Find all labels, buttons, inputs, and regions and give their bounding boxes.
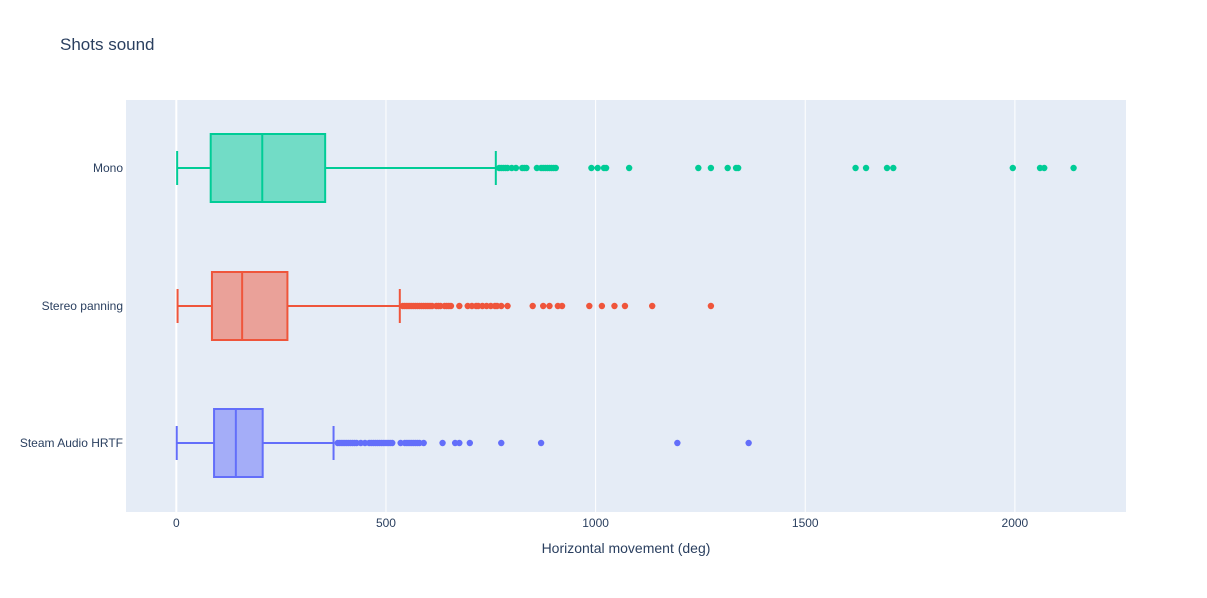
outlier-point [707,302,715,310]
x-tick-label: 1500 [792,516,819,530]
outlier-point [602,164,610,172]
outlier-point [498,302,505,310]
outlier-point [745,439,752,447]
x-tick-label: 1000 [582,516,609,530]
outlier-point [420,439,427,447]
outlier-point [611,302,618,310]
outlier-point [862,164,870,172]
outlier-point [852,164,859,172]
outlier-point [537,439,545,447]
box-series-group [175,133,1077,478]
outlier-point [539,302,547,310]
outlier-point [586,302,593,310]
outlier-point [466,439,474,447]
y-category-labels: Mono Stereo panning Steam Audio HRTF [20,161,123,450]
box-series [176,133,1077,203]
outlier-point [498,439,505,447]
outlier-point [1009,164,1016,172]
outlier-point [504,302,511,310]
outlier-point [523,164,530,172]
x-tick-label: 0 [173,516,180,530]
outlier-point [649,302,656,310]
box-series [176,271,715,341]
outlier-point [625,164,633,172]
x-axis-title: Horizontal movement (deg) [542,540,711,556]
outlier-point [890,164,897,172]
y-category-label: Mono [93,161,123,175]
outlier-point [695,164,702,172]
iqr-box [210,271,289,341]
outlier-point [439,439,446,447]
outlier-point [552,164,559,172]
x-tick-labels: 0 500 1000 1500 2000 [173,516,1029,530]
outlier-point [594,164,601,172]
outlier-point [883,164,891,172]
outlier-point [734,164,742,172]
outlier-point [558,302,566,310]
iqr-box [213,408,264,478]
outlier-point [1070,164,1077,172]
outlier-point [529,302,536,310]
iqr-box [209,133,327,203]
box-series [175,408,752,478]
outlier-point [512,164,520,172]
chart-title: Shots sound [60,35,155,54]
x-tick-label: 500 [376,516,396,530]
outlier-point [674,439,681,447]
outlier-point [1041,164,1048,172]
outlier-point [621,302,629,310]
outlier-point [546,302,553,310]
outlier-point [447,302,455,310]
outlier-point [707,164,715,172]
outlier-point [389,439,396,447]
outlier-point [456,439,463,447]
outlier-point [456,302,463,310]
outlier-point [724,164,731,172]
y-category-label: Steam Audio HRTF [20,436,123,450]
x-tick-label: 2000 [1002,516,1029,530]
y-category-label: Stereo panning [42,299,123,313]
outlier-point [588,164,595,172]
outlier-point [598,302,606,310]
